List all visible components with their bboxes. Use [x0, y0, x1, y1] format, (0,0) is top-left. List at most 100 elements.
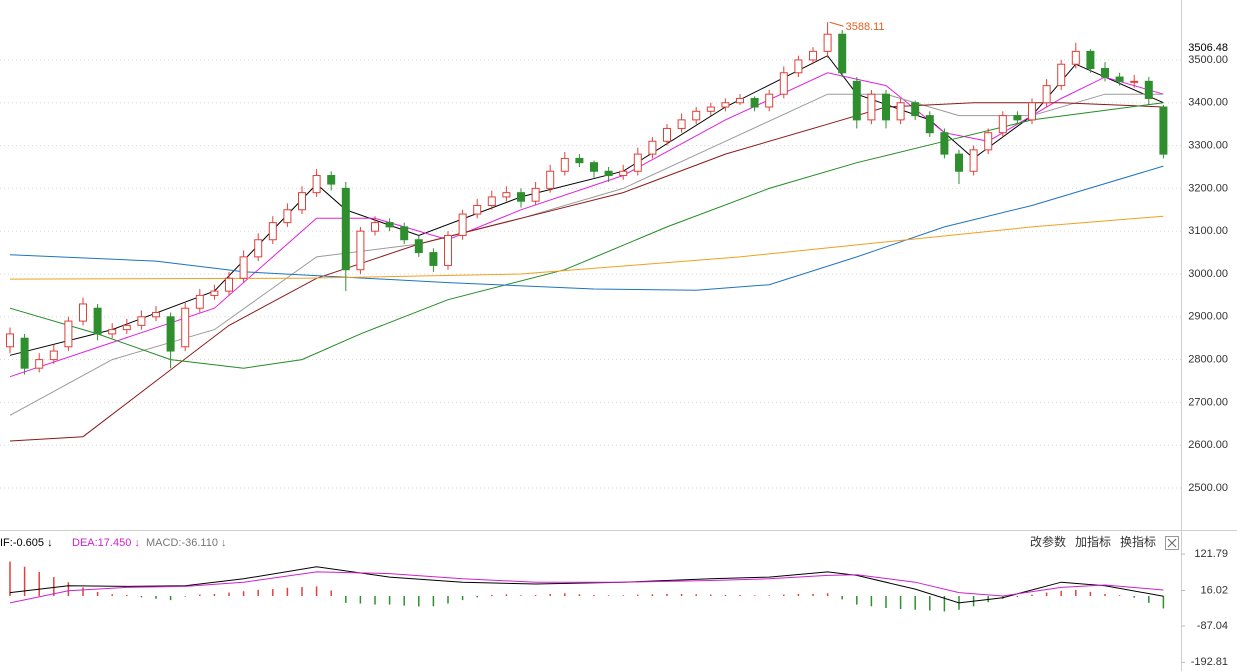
annotation-arrow	[829, 21, 844, 27]
candle-body	[575, 157, 584, 164]
y-tick-label: 121.79	[1194, 548, 1228, 560]
candle-body	[896, 102, 905, 121]
candle-body	[721, 102, 730, 108]
candle-body	[195, 294, 204, 309]
candle-body	[648, 140, 657, 155]
candle-body	[35, 359, 44, 369]
candle-body	[458, 213, 467, 236]
candle-body	[809, 50, 817, 61]
indicator-label: DEA:17.450 ↓	[72, 537, 140, 549]
indicator-label: MACD:-36.110 ↓	[146, 537, 227, 549]
candle-body	[487, 196, 496, 206]
candle-body	[882, 93, 890, 121]
y-tick-label: 2700.00	[1188, 396, 1228, 408]
candle-body	[925, 115, 934, 134]
candle-body	[823, 33, 832, 52]
ma-line	[9, 55, 1164, 356]
candle-body	[736, 97, 744, 104]
candle-body	[122, 324, 131, 331]
candle-body	[765, 93, 774, 108]
candle-body	[779, 72, 788, 95]
candle-body	[590, 162, 598, 172]
candle-body	[692, 110, 701, 121]
y-tick-label: -192.81	[1191, 656, 1228, 668]
candle-body	[604, 170, 613, 177]
y-tick-label: 3500.00	[1188, 54, 1228, 66]
candle-body	[239, 256, 248, 279]
candle-body	[955, 153, 963, 172]
y-tick-label: 2600.00	[1188, 439, 1228, 451]
candle-body	[79, 303, 87, 322]
y-tick-label: 2900.00	[1188, 311, 1228, 323]
close-button[interactable]	[1165, 536, 1179, 550]
y-tick-label: 3300.00	[1188, 139, 1228, 151]
candle-body	[356, 230, 365, 271]
y-tick-label: 3100.00	[1188, 225, 1228, 237]
candle-body	[663, 127, 671, 142]
candle-body	[969, 149, 978, 172]
candle-body	[1013, 115, 1022, 121]
candle-body	[1101, 67, 1109, 78]
indicator-button[interactable]: 加指标	[1075, 534, 1111, 549]
candle-body	[152, 312, 160, 318]
last-price-label: 3506.48	[1188, 42, 1228, 54]
macd-line	[9, 566, 1164, 604]
indicator-button[interactable]: 改参数	[1030, 534, 1066, 549]
candle-body	[502, 192, 511, 198]
candle-body	[1130, 80, 1139, 83]
candle-body	[852, 80, 861, 121]
candle-body	[225, 277, 233, 292]
candle-body	[254, 239, 263, 258]
candle-body	[20, 337, 29, 369]
candle-body	[181, 307, 190, 348]
indicator-button[interactable]: 换指标	[1120, 534, 1156, 549]
candle-body	[298, 192, 306, 211]
y-tick-label: 3400.00	[1188, 97, 1228, 109]
candle-body	[49, 350, 58, 361]
macd-line	[9, 571, 1164, 604]
candle-body	[1042, 85, 1051, 104]
candle-body	[677, 119, 686, 129]
candle-body	[560, 157, 569, 172]
candle-body	[210, 290, 219, 296]
candle-body	[531, 187, 540, 202]
candle-body	[750, 97, 759, 108]
candle-body	[312, 175, 321, 194]
candle-body	[341, 187, 350, 271]
candle-body	[64, 320, 73, 348]
candle-body	[1115, 76, 1124, 82]
candle-body	[838, 33, 847, 74]
indicator-label: IF:-0.605 ↓	[0, 537, 53, 549]
candle-body	[108, 329, 117, 335]
high-annotation: 3588.11	[846, 21, 885, 33]
candle-body	[429, 252, 438, 266]
candle-body	[1159, 106, 1168, 155]
candle-body	[1144, 80, 1153, 99]
candle-body	[166, 316, 175, 352]
candle-body	[1086, 50, 1095, 69]
y-tick-label: 3200.00	[1188, 182, 1228, 194]
candle-body	[1028, 102, 1036, 121]
candle-body	[268, 222, 277, 241]
candle-body	[444, 234, 452, 266]
ma-line	[9, 165, 1164, 291]
candle-body	[371, 222, 379, 232]
candle-body	[794, 59, 803, 74]
candle-body	[327, 175, 336, 185]
ma-line	[9, 102, 1164, 442]
y-tick-label: 2500.00	[1188, 482, 1228, 494]
candle-body	[984, 132, 993, 151]
candle-body	[911, 102, 920, 117]
candle-body	[867, 93, 876, 121]
candle-body	[1057, 63, 1066, 87]
candle-body	[633, 153, 642, 172]
candle-body	[517, 192, 525, 202]
y-tick-label: 16.02	[1200, 584, 1228, 596]
candle-body	[414, 239, 423, 254]
candle-body	[137, 316, 146, 326]
candle-body	[385, 222, 394, 228]
y-tick-label: 2800.00	[1188, 354, 1228, 366]
close-icon[interactable]	[1167, 538, 1177, 548]
